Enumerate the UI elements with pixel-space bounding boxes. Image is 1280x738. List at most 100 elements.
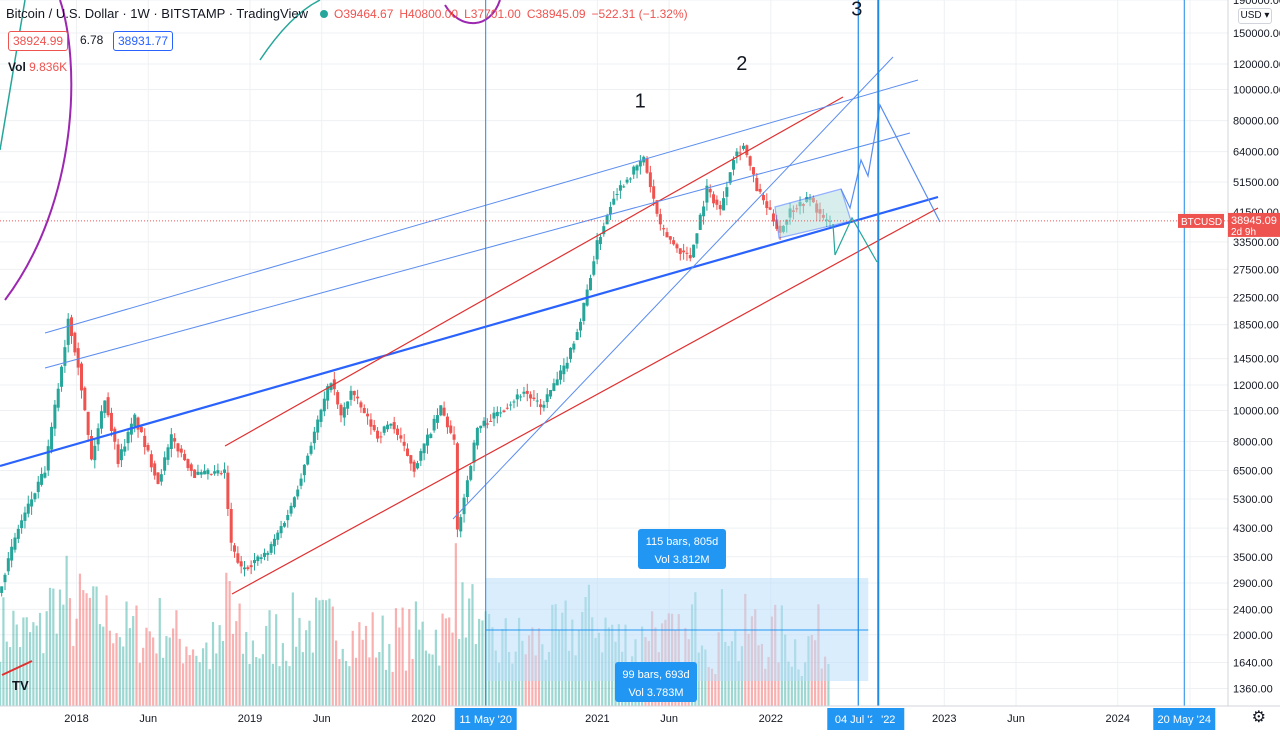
purple-curve: [444, 0, 501, 25]
candle-body: [595, 240, 599, 260]
sell-price-button[interactable]: 38924.99: [8, 31, 69, 51]
candle-body: [223, 469, 227, 473]
volume-bar: [188, 655, 191, 706]
volume-bar: [511, 663, 514, 706]
ohlc-open: O39464.67: [333, 6, 394, 21]
price-axis-bg: [1228, 0, 1280, 706]
candle-body: [485, 423, 489, 425]
volume-bar: [108, 630, 111, 706]
volume-value: 9.836K: [29, 60, 68, 74]
time-axis: 2018 Jun 2019 Jun 2020 2021 Jun 2022 2023 Jun 2024…: [0, 705, 1280, 733]
candle-body: [492, 412, 496, 419]
candle-body: [56, 388, 60, 408]
volume-bar: [265, 625, 268, 706]
candle-body: [89, 436, 93, 460]
tradingview-logo-icon[interactable]: TV: [12, 678, 29, 693]
volume-bar: [434, 629, 437, 706]
candle-body: [392, 422, 396, 430]
volume-bar: [65, 555, 68, 706]
volume-bar: [305, 630, 308, 706]
volume-bar: [28, 632, 32, 706]
volume-bar: [461, 582, 464, 706]
candle-body: [668, 236, 672, 240]
red-channel-bottom: [231, 207, 939, 595]
volume-bar: [148, 631, 151, 706]
candle-body: [638, 160, 642, 167]
volume-bar: [105, 595, 108, 706]
volume-bar: [364, 625, 368, 706]
candle-body: [30, 499, 34, 507]
volume-bar: [85, 593, 88, 706]
candle-body: [113, 428, 117, 442]
date-marker-tag: 20 May '24: [1158, 714, 1211, 726]
candle-body: [545, 394, 549, 403]
price-tick-label: 5300.00: [1233, 494, 1273, 506]
volume-bar: [58, 589, 62, 706]
volume-bar: [218, 625, 221, 706]
candle-body: [83, 387, 87, 411]
candle-body: [93, 445, 97, 461]
candle-body: [735, 151, 739, 157]
volume-bar: [444, 618, 447, 706]
candle-body: [259, 557, 263, 560]
candle-body: [569, 347, 573, 360]
candle-body: [166, 447, 170, 460]
buy-price-button[interactable]: 38931.77: [113, 31, 174, 51]
candle-body: [33, 493, 37, 500]
candle-body: [296, 489, 300, 497]
volume-bar: [271, 663, 274, 706]
volume-bar: [358, 622, 361, 706]
candle-body: [588, 278, 592, 291]
volume-bar: [351, 630, 354, 706]
volume-bar: [128, 628, 131, 706]
volume-bar: [145, 627, 148, 706]
settings-gear-icon[interactable]: ⚙: [1251, 709, 1266, 726]
price-tick-label: 27500.00: [1233, 264, 1279, 276]
candle-body: [146, 445, 150, 451]
volume-bar: [481, 620, 484, 706]
candle-body: [412, 461, 416, 472]
candle-body: [286, 515, 290, 521]
volume-bar: [168, 637, 171, 706]
candle-body: [149, 454, 153, 468]
candle-body: [143, 435, 147, 448]
price-tick-label: 4300.00: [1233, 523, 1273, 535]
candle-body: [542, 404, 546, 408]
volume-bar: [281, 643, 284, 706]
candle-body: [136, 417, 140, 430]
candle-body: [272, 538, 276, 547]
candle-body: [40, 473, 44, 485]
volume-bar: [790, 666, 793, 706]
candle-body: [379, 436, 383, 438]
candle-body: [206, 469, 210, 475]
time-tick-label: Jun: [313, 713, 331, 725]
volume-bar: [288, 666, 291, 706]
volume-bar: [797, 669, 800, 706]
price-tick-label: 120000.00: [1233, 59, 1280, 71]
candle-body: [445, 416, 449, 428]
volume-bar: [92, 586, 95, 706]
price-axis: 1360.00 1640.00 2000.00 2400.00 2900.00 3500.…: [1227, 0, 1280, 706]
volume-bar: [165, 636, 168, 706]
candle-body: [489, 420, 493, 422]
candle-body: [86, 411, 90, 435]
volume-bar: [328, 598, 331, 706]
volume-bar: [132, 616, 135, 706]
volume-bar: [298, 617, 301, 706]
volume-bar: [112, 643, 115, 706]
teal-curve: [259, 0, 321, 61]
candle-body: [282, 523, 286, 527]
symbol-title[interactable]: Bitcoin / U.S. Dollar · 1W · BITSTAMP · …: [6, 6, 308, 21]
candle-body: [535, 400, 539, 402]
volume-bar: [348, 666, 351, 706]
candle-body: [625, 179, 629, 183]
date-marker-tag-bg: [454, 708, 517, 730]
candle-body: [771, 213, 775, 222]
candle-body: [612, 198, 616, 205]
volume-bar: [334, 640, 338, 706]
currency-select[interactable]: USD ▾: [1238, 8, 1272, 24]
volume-bar: [261, 654, 265, 706]
candle-body: [525, 390, 529, 394]
